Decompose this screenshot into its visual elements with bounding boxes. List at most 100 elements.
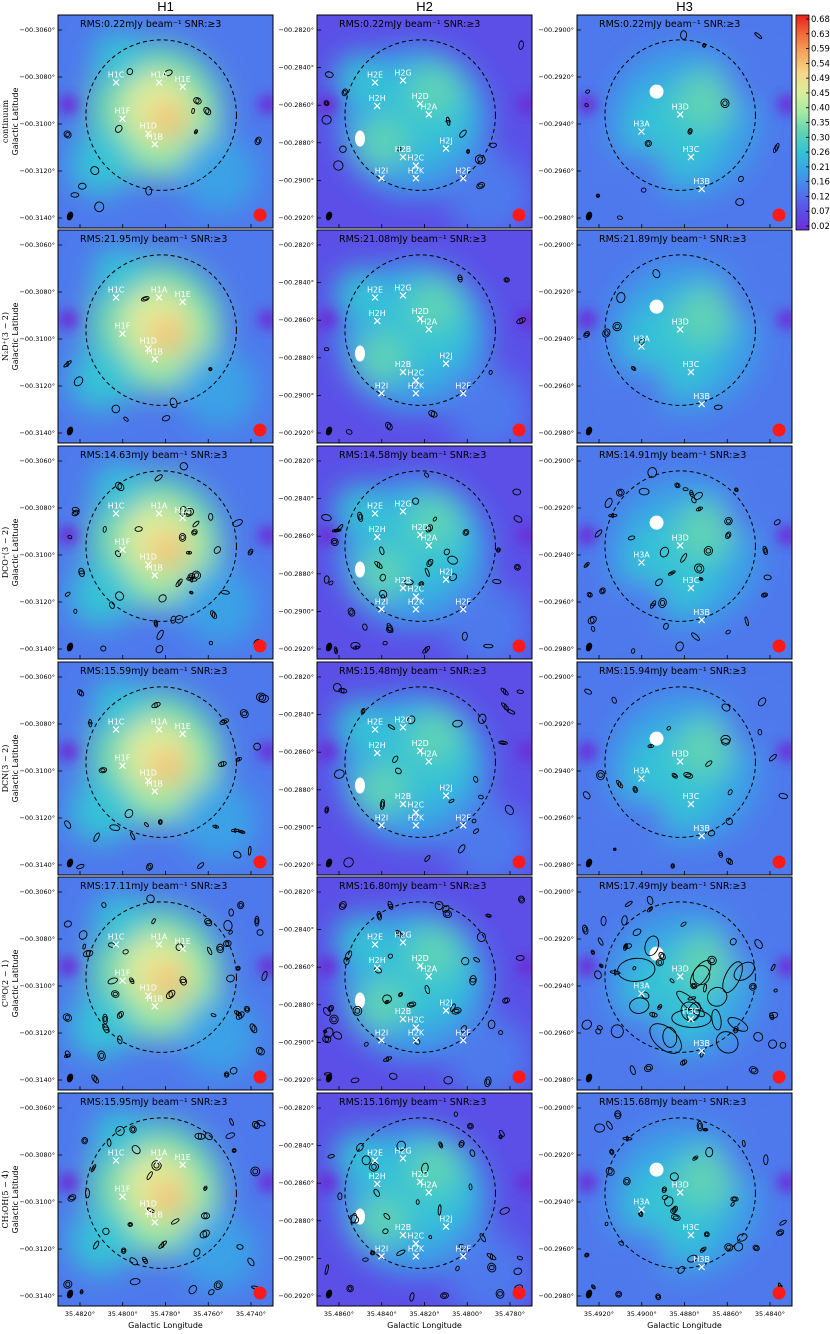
- source-label: H1C: [108, 933, 125, 942]
- saturated-clump: [355, 345, 365, 362]
- source-h2f: H2F: [455, 1028, 471, 1044]
- y-tick-label: −00.2880°: [278, 1001, 314, 1009]
- y-tick-label: −00.2920°: [538, 504, 574, 512]
- y-tick-label: −00.2880°: [278, 354, 314, 362]
- x-tick-label: 35.4800°: [452, 1310, 482, 1318]
- source-h2a: H2A: [421, 964, 438, 980]
- source-h2h: H2H: [369, 94, 386, 110]
- source-label: H2I: [375, 597, 388, 606]
- source-marker-icon: [459, 1252, 467, 1260]
- source-h1c: H1C: [108, 502, 125, 517]
- source-label: H3C: [683, 360, 700, 369]
- y-tick-label: −00.2860°: [278, 532, 314, 540]
- source-label: H1F: [115, 538, 131, 547]
- row-label-4: DCN(3 − 2): [1, 745, 10, 793]
- primary-beam-circle: [344, 901, 496, 1053]
- source-marker-icon: [676, 758, 684, 765]
- source-marker-icon: [638, 775, 645, 782]
- column-title-h2: H2: [416, 0, 433, 14]
- x-tick-label: 35.4860°: [324, 1310, 354, 1318]
- resolution-circle: [253, 423, 267, 437]
- source-h2k: H2K: [408, 166, 425, 182]
- y-tick-label: −00.2880°: [278, 786, 314, 794]
- source-marker-icon: [378, 1252, 385, 1260]
- x-tick-label: 35.4780°: [150, 1310, 180, 1318]
- source-h1d: H1D: [140, 984, 157, 1000]
- y-tick-label: −00.2900°: [538, 26, 574, 34]
- source-marker-icon: [459, 821, 467, 829]
- source-marker-icon: [179, 83, 187, 91]
- y-tick-label: −00.2900°: [278, 391, 314, 399]
- beam-ellipse: [325, 858, 333, 868]
- x-axis-labels: 35.4820° 35.4800° 35.4780° 35.4760° 35.4740°…: [65, 1310, 785, 1330]
- source-h1d: H1D: [140, 122, 157, 138]
- rms-text: RMS:15.94mJy beam⁻¹ SNR:≥3: [599, 666, 746, 677]
- rms-text: RMS:17.49mJy beam⁻¹ SNR:≥3: [599, 881, 746, 892]
- source-marker-icon: [399, 938, 407, 946]
- x-tick-label: 35.4880°: [669, 1310, 699, 1318]
- x-tick-label: 35.4760°: [193, 1310, 223, 1318]
- source-h3b: H3B: [693, 177, 710, 193]
- source-marker-icon: [399, 1231, 407, 1239]
- y-tick-label: −00.2820°: [278, 888, 314, 896]
- source-h2b: H2B: [395, 1007, 412, 1023]
- y-tick-label: −00.2880°: [278, 570, 314, 578]
- primary-beam-circle: [344, 470, 496, 622]
- colorbar-tick-label: 0.26: [811, 148, 830, 158]
- source-label: H2C: [408, 369, 425, 378]
- beam-ellipse: [66, 642, 74, 652]
- panel-r3-c3: H3A H3B H3C H3D RMS:14.91mJy beam⁻¹ SNR:≥3 −0…: [538, 445, 793, 660]
- source-label: H2J: [439, 137, 452, 146]
- source-marker-icon: [698, 832, 706, 840]
- source-h2b: H2B: [395, 792, 411, 808]
- y-tick-label: −00.3140°: [19, 645, 55, 653]
- y-axis-label: Galactic Latitude: [11, 735, 20, 803]
- contours: [63, 68, 262, 213]
- source-label: H2F: [455, 166, 471, 175]
- primary-beam-circle: [344, 1117, 496, 1269]
- y-tick-label: −00.3060°: [19, 26, 55, 34]
- source-label: H2C: [408, 154, 425, 163]
- source-marker-icon: [371, 941, 379, 948]
- colorbar-tick-label: 0.16: [811, 178, 830, 188]
- saturated-clump: [649, 84, 664, 99]
- panel-grid: H1A H1B H1C H1D H1E H1F RMS:0.22mJy beam⁻¹ SNR…: [19, 14, 793, 1307]
- source-label: H2E: [367, 1149, 383, 1158]
- colorbar-tick-label: 0.30: [811, 133, 830, 143]
- source-label: H2B: [395, 1007, 412, 1016]
- rms-text: RMS:15.16mJy beam⁻¹ SNR:≥3: [339, 1097, 486, 1108]
- source-label: H2J: [439, 1215, 452, 1224]
- rms-text: RMS:0.22mJy beam⁻¹ SNR:≥3: [80, 19, 221, 30]
- source-marker-icon: [371, 79, 379, 86]
- beam-ellipse: [325, 642, 333, 652]
- source-h3c: H3C: [683, 360, 700, 376]
- source-marker-icon: [698, 185, 706, 193]
- source-h3a: H3A: [633, 551, 650, 566]
- source-h1f: H1F: [115, 754, 131, 770]
- row-label-6: CH₃OH(5 − 4): [1, 1170, 10, 1228]
- source-label: H2I: [375, 166, 388, 175]
- colorbar-tick-label: 0.63: [811, 30, 830, 40]
- y-tick-label: −00.2900°: [538, 1104, 574, 1112]
- source-label: H3C: [683, 1223, 700, 1232]
- source-h2f: H2F: [455, 1244, 471, 1260]
- source-h2a: H2A: [421, 317, 438, 333]
- source-h2a: H2A: [421, 102, 438, 118]
- source-h2d: H2D: [412, 307, 429, 323]
- source-marker-icon: [179, 1161, 187, 1169]
- source-h3c: H3C: [683, 145, 700, 161]
- resolution-circle: [253, 1286, 267, 1300]
- resolution-circle: [512, 208, 526, 222]
- source-h2d: H2D: [412, 523, 429, 539]
- source-h3b: H3B: [693, 1255, 710, 1271]
- source-label: H3D: [672, 1180, 689, 1189]
- primary-beam-circle: [85, 39, 237, 191]
- colorbar-tick-label: 0.02: [811, 222, 830, 232]
- source-marker-icon: [698, 616, 706, 624]
- source-marker-icon: [425, 758, 433, 765]
- y-tick-label: −00.3080°: [19, 73, 55, 81]
- source-h1a: H1A: [151, 718, 168, 733]
- source-label: H1C: [108, 718, 125, 727]
- source-h2h: H2H: [369, 525, 386, 541]
- source-label: H2G: [394, 68, 411, 77]
